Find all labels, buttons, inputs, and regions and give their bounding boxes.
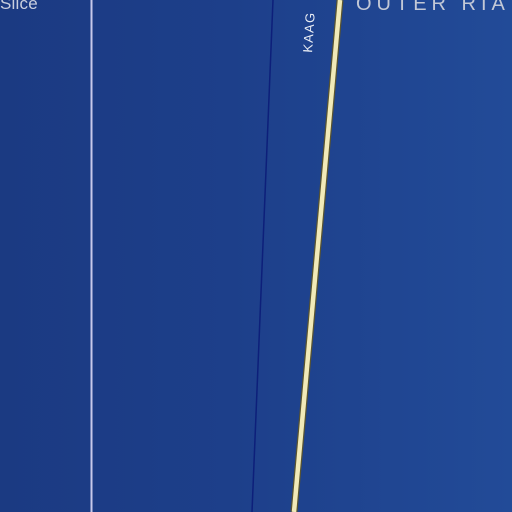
region-label: OUTER RIA [356,0,510,15]
road-label: KAAG [300,11,318,54]
channel-line [251,0,274,512]
place-label: Slice [0,0,38,13]
road[interactable] [291,0,343,512]
